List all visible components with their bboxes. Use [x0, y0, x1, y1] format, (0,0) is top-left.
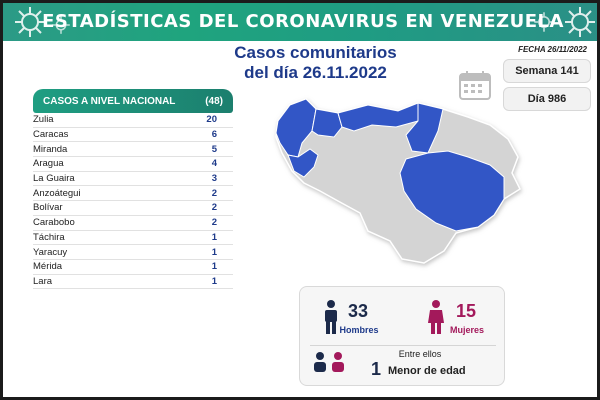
state-value: 2 [211, 202, 217, 214]
state-value: 4 [211, 158, 217, 170]
men-label: Hombres [339, 325, 379, 335]
state-value: 1 [211, 261, 217, 273]
map-region-central [337, 102, 419, 132]
list-item: Zulia 20 [33, 113, 233, 128]
list-item: Táchira 1 [33, 231, 233, 246]
state-value: 1 [211, 231, 217, 243]
map-region-anzoategui [405, 102, 444, 154]
state-name: Lara [33, 275, 53, 287]
female-icon [428, 300, 444, 334]
state-name: Yaracuy [33, 246, 68, 258]
list-item: Lara 1 [33, 275, 233, 290]
state-value: 20 [206, 114, 217, 126]
list-item: Bolívar 2 [33, 201, 233, 216]
state-name: Aragua [33, 158, 64, 170]
state-name: Caracas [33, 129, 69, 141]
state-name: Miranda [33, 143, 68, 155]
list-item: Mérida 1 [33, 260, 233, 275]
day-badge: Día 986 [503, 87, 591, 111]
week-badge: Semana 141 [503, 59, 591, 83]
list-item: Anzoátegui 2 [33, 186, 233, 202]
divider [310, 345, 496, 346]
state-value: 6 [211, 129, 217, 141]
list-item: Aragua 4 [33, 157, 233, 172]
map-region-bolivar [399, 150, 505, 232]
minors-intro: Entre ellos [398, 349, 442, 359]
list-item: Miranda 5 [33, 142, 233, 158]
state-value: 1 [211, 275, 217, 287]
children-icon [314, 352, 344, 372]
state-name: Carabobo [33, 217, 75, 229]
map-region-zulia [275, 98, 317, 158]
map-region-lara [311, 108, 343, 138]
map-region-andes [287, 148, 319, 178]
cases-panel: CASOS A NIVEL NACIONAL (48) Zulia 20 Cara… [33, 89, 233, 290]
state-name: La Guaira [33, 173, 75, 185]
state-value: 2 [211, 187, 217, 199]
cases-title: CASOS A NIVEL NACIONAL [43, 95, 176, 107]
women-label: Mujeres [449, 325, 484, 335]
page-title: ESTADÍSTICAS DEL CORONAVIRUS EN VENEZUEL… [42, 11, 564, 32]
stats-box: 33 Hombres 15 Mujeres Entre ellos 1 Meno… [299, 286, 505, 386]
cases-total: (48) [205, 95, 223, 107]
subtitle-line2: del día 26.11.2022 [244, 63, 387, 82]
virus-icon [15, 7, 45, 37]
state-name: Mérida [33, 261, 63, 273]
list-item: Yaracuy 1 [33, 245, 233, 260]
list-item: Carabobo 2 [33, 216, 233, 231]
women-count: 15 [455, 301, 477, 321]
venezuela-map [275, 98, 521, 264]
header-bar: ESTADÍSTICAS DEL CORONAVIRUS EN VENEZUEL… [3, 3, 597, 41]
state-name: Anzoátegui [33, 187, 81, 199]
state-name: Bolívar [33, 202, 63, 214]
men-count: 33 [347, 301, 369, 321]
minors-label: Menor de edad [388, 365, 466, 377]
virus-icon [534, 12, 554, 32]
state-value: 3 [211, 173, 217, 185]
virus-icon [565, 7, 595, 37]
virus-icon [52, 16, 70, 34]
state-value: 2 [211, 217, 217, 229]
calendar-icon [459, 71, 491, 100]
date-label: FECHA 26/11/2022 [518, 45, 587, 54]
state-value: 1 [211, 246, 217, 258]
state-value: 5 [211, 143, 217, 155]
cases-header: CASOS A NIVEL NACIONAL (48) [33, 89, 233, 113]
minors-count: 1 [370, 359, 381, 379]
state-name: Zulia [33, 114, 54, 126]
state-name: Táchira [33, 231, 65, 243]
list-item: Caracas 6 [33, 128, 233, 143]
male-icon [325, 300, 337, 334]
list-item: La Guaira 3 [33, 172, 233, 187]
subtitle-line1: Casos comunitarios [234, 43, 397, 62]
